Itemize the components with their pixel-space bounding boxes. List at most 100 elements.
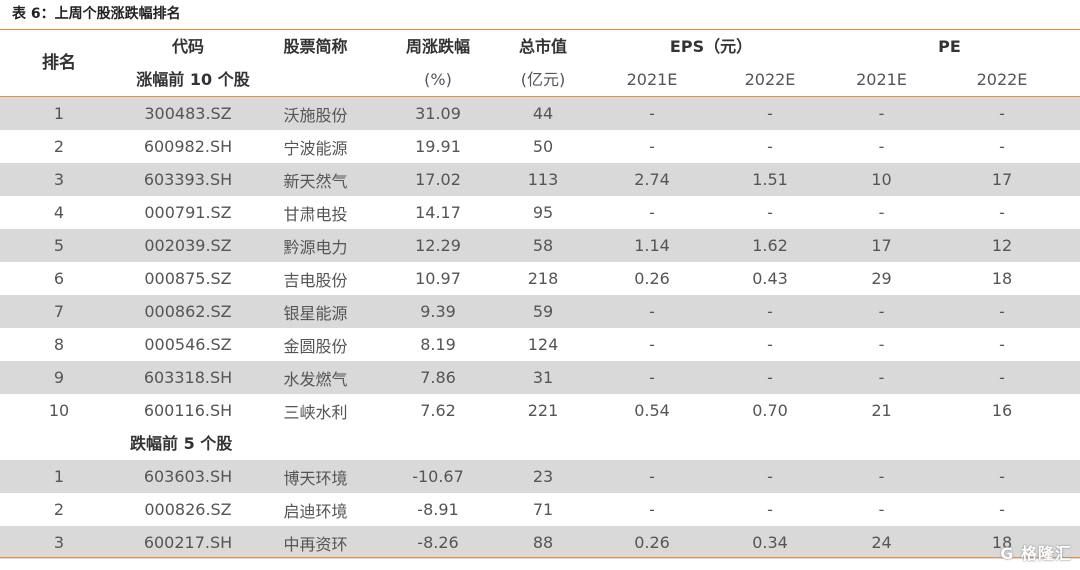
cell-eps21: - — [593, 460, 711, 493]
cell-eps21-text: - — [649, 500, 655, 519]
cell-pe22: - — [934, 460, 1070, 493]
cell-name-text: 沃施股份 — [283, 106, 348, 125]
cell-eps21-text: - — [649, 302, 655, 321]
cell-name-text: 水发燃气 — [283, 370, 348, 389]
table-row: 7 000862.SZ 银星能源 9.39 59 - - - - — [0, 295, 1080, 328]
table-row: 2 000826.SZ 启迪环境 -8.91 71 - - - - — [0, 493, 1080, 526]
cell-name-text: 中再资环 — [283, 535, 348, 554]
cell-pe22-text: - — [999, 500, 1005, 519]
cell-rank: 3 — [0, 163, 118, 196]
cell-change: 7.62 — [373, 394, 503, 427]
cell-cap-text: 59 — [532, 302, 554, 321]
cell-rank-text: 3 — [53, 533, 65, 552]
cell-rank: 2 — [0, 493, 118, 526]
cell-change-text: 14.17 — [415, 203, 461, 222]
table-row: 9 603318.SH 水发燃气 7.86 31 - - - - — [0, 361, 1080, 394]
cell-eps22-text: 1.62 — [752, 236, 788, 255]
cell-name-text: 宁波能源 — [283, 139, 348, 158]
cell-eps22: - — [711, 295, 829, 328]
cell-pe21: - — [829, 295, 934, 328]
cell-pe22: - — [934, 97, 1070, 130]
cell-rank: 1 — [0, 97, 118, 130]
cell-pe21-text: - — [878, 335, 885, 354]
cell-cap-text: 113 — [527, 170, 559, 189]
cell-name-text: 吉电股份 — [283, 271, 348, 290]
watermark-logo: G 格隆汇 — [1000, 544, 1072, 563]
cell-change-text: 7.62 — [420, 401, 456, 420]
table-row: 8 000546.SZ 金圆股份 8.19 124 - - - - — [0, 328, 1080, 361]
market-cap-header: 总市值 — [518, 37, 567, 56]
cell-eps22-text: 0.34 — [752, 533, 788, 552]
cell-rank-text: 7 — [53, 302, 65, 321]
cell-change-text: 9.39 — [420, 302, 456, 321]
cell-rank: 7 — [0, 295, 118, 328]
cell-eps21: - — [593, 361, 711, 394]
cell-rank: 1 — [0, 460, 118, 493]
cell-pe21: 17 — [829, 229, 934, 262]
cell-rank-text: 6 — [53, 269, 65, 288]
cell-cap-text: 23 — [532, 467, 554, 486]
table-row: 4 000791.SZ 甘肃电投 14.17 95 - - - - — [0, 196, 1080, 229]
table-row: 2 600982.SH 宁波能源 19.91 50 - - - - — [0, 130, 1080, 163]
cell-pe22: 17 — [934, 163, 1070, 196]
cell-pe22: - — [934, 493, 1070, 526]
cell-cap: 124 — [503, 328, 583, 361]
cell-change: 31.09 — [373, 97, 503, 130]
cell-pe21-text: - — [878, 203, 885, 222]
cell-name: 博天环境 — [258, 460, 373, 493]
cell-rank-text: 5 — [53, 236, 65, 255]
cell-change-text: -8.26 — [417, 533, 459, 552]
cell-pe22-text: - — [999, 137, 1005, 156]
cell-eps22-text: - — [767, 335, 773, 354]
cell-name: 水发燃气 — [258, 361, 373, 394]
cell-code: 002039.SZ — [118, 229, 258, 262]
cell-pe21-text: 29 — [871, 269, 892, 288]
cell-eps21: - — [593, 328, 711, 361]
cell-cap-text: 50 — [532, 137, 554, 156]
cell-name: 沃施股份 — [258, 97, 373, 130]
cell-pe22-text: - — [999, 302, 1005, 321]
cell-eps21: 2.74 — [593, 163, 711, 196]
cell-pe22: - — [934, 328, 1070, 361]
cell-eps22: - — [711, 130, 829, 163]
cell-pe22: 18 — [934, 526, 1070, 559]
cell-pe22-text: - — [999, 335, 1005, 354]
cell-cap: 221 — [503, 394, 583, 427]
cell-rank-text: 4 — [53, 203, 65, 222]
cell-change: 17.02 — [373, 163, 503, 196]
cell-eps21-text: 1.14 — [634, 236, 670, 255]
table-row: 3 600217.SH 中再资环 -8.26 88 0.26 0.34 24 18 — [0, 526, 1080, 559]
cell-pe22: 16 — [934, 394, 1070, 427]
cell-change: 12.29 — [373, 229, 503, 262]
cell-name-text: 黔源电力 — [283, 238, 348, 257]
cell-pe21: - — [829, 493, 934, 526]
cell-pe21-text: 21 — [871, 401, 892, 420]
cell-rank: 8 — [0, 328, 118, 361]
table-row: 10 600116.SH 三峡水利 7.62 221 0.54 0.70 21 16 — [0, 394, 1080, 427]
cell-eps21-text: 0.26 — [634, 533, 670, 552]
cell-change: -10.67 — [373, 460, 503, 493]
pe-2021-header: 2021E — [856, 70, 907, 89]
cell-rank-text: 9 — [53, 368, 65, 387]
cell-code-text: 603318.SH — [143, 368, 233, 387]
cell-change: 10.97 — [373, 262, 503, 295]
cell-code: 300483.SZ — [118, 97, 258, 130]
cell-pe22-text: 17 — [991, 170, 1013, 189]
cell-change-text: 10.97 — [415, 269, 461, 288]
cell-change-text: 31.09 — [415, 104, 461, 123]
cell-cap-text: 88 — [532, 533, 554, 552]
cell-pe21-text: 24 — [871, 533, 892, 552]
cell-code: 600116.SH — [118, 394, 258, 427]
cell-eps22: 1.51 — [711, 163, 829, 196]
rank-header: 排名 — [42, 53, 76, 73]
cell-eps21-text: 2.74 — [634, 170, 670, 189]
cell-name: 吉电股份 — [258, 262, 373, 295]
cell-pe21-text: 10 — [871, 170, 892, 189]
cell-eps21-text: - — [649, 203, 655, 222]
cell-name: 启迪环境 — [258, 493, 373, 526]
cell-pe21-text: - — [878, 104, 885, 123]
cell-change: -8.26 — [373, 526, 503, 559]
name-header: 股票简称 — [283, 37, 348, 56]
losers-section-label: 跌幅前 5 个股 — [130, 434, 233, 453]
cell-pe21: - — [829, 328, 934, 361]
